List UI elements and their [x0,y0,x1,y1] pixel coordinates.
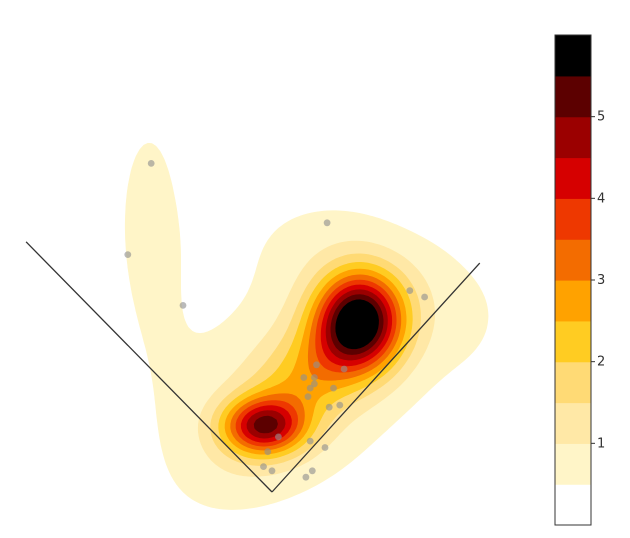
data-point [340,365,348,373]
colorbar-tick-label: 5 [597,110,605,125]
colorbar-band [555,35,591,77]
colorbar-band [555,443,591,485]
data-points [124,160,428,481]
data-point [308,467,316,475]
colorbar-tick-label: 3 [597,273,605,288]
colorbar-band [555,116,591,159]
colorbar-band [555,239,591,281]
contour-band-level-5-5 [335,299,379,350]
data-point [311,380,318,388]
data-point [179,302,187,309]
colorbar-band [555,402,591,444]
colorbar: 1 2 3 4 5 [554,34,605,526]
data-point [330,384,337,392]
data-point [306,437,314,445]
data-point [325,403,333,411]
colorbar-tick-label: 4 [597,191,605,206]
data-point [406,287,414,294]
data-point [264,448,272,456]
colorbar-band [555,157,591,199]
data-point [313,361,320,369]
data-point [321,444,329,451]
colorbar-bands [555,35,591,526]
data-point [124,251,132,258]
data-point [275,433,282,441]
colorbar-band [555,280,591,322]
data-point [302,473,310,481]
data-point [300,374,308,381]
v-lines-overlay [25,241,481,493]
data-point [311,374,318,381]
left-boundary-line [25,241,273,493]
data-point [304,393,312,400]
data-point [268,467,276,475]
colorbar-band [555,75,591,118]
colorbar-band [555,484,591,526]
right-boundary-line [271,262,481,493]
colorbar-tick-label: 2 [597,355,605,370]
data-point [336,401,344,409]
colorbar-tick-label: 1 [597,436,605,451]
data-point [306,384,314,392]
colorbar-band [555,198,591,240]
plot-area [25,142,489,510]
colorbar-band [555,361,591,404]
data-point [260,463,267,470]
data-point [147,160,155,167]
data-point [421,293,428,301]
colorbar-band [555,320,591,363]
data-point [323,219,331,227]
colorbar-ticks: 1 2 3 4 5 [591,110,605,451]
